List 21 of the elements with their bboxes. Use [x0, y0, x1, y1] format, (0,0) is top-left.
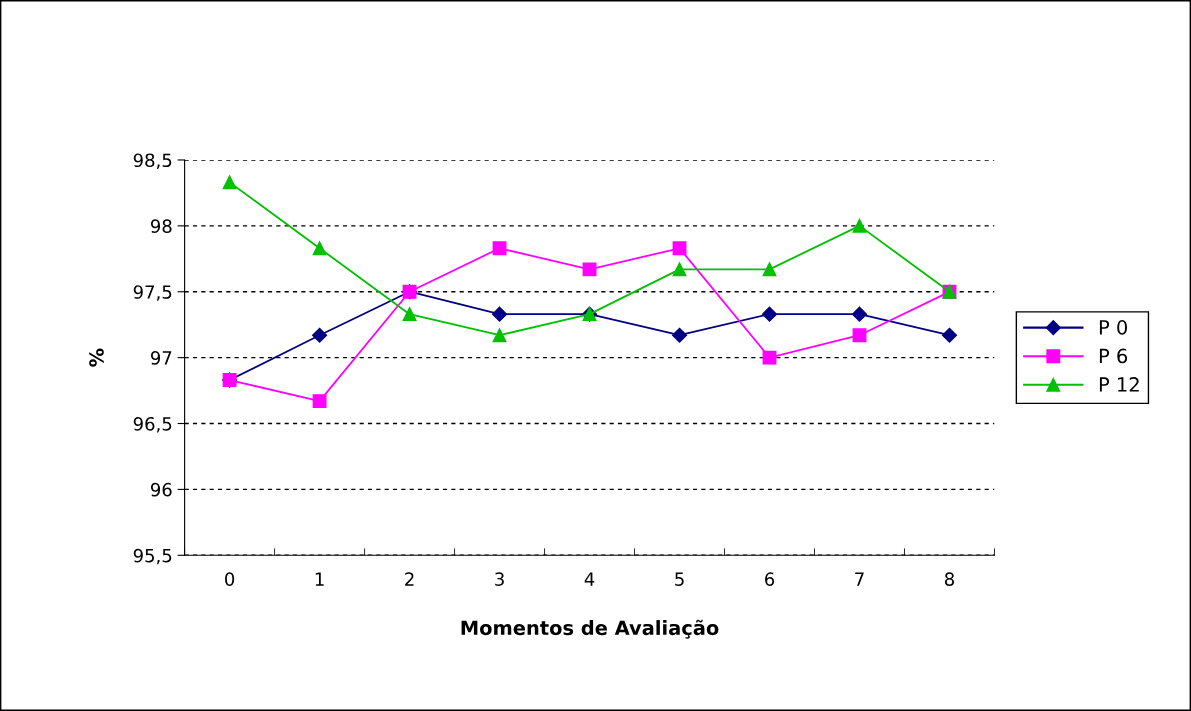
x-tick-label: 0 [225, 572, 235, 586]
y-tick-label: 97,5 [133, 285, 172, 301]
x-tick-label: 1 [315, 572, 324, 586]
legend-label: P 6 [1099, 348, 1128, 364]
x-tick-label: 2 [405, 572, 414, 586]
y-tick-label: 96,5 [133, 416, 172, 433]
y-tick-label: 98 [150, 219, 172, 233]
x-tick-label: 3 [495, 572, 504, 586]
y-tick-label: 95,5 [133, 548, 172, 565]
x-tick-label: 7 [855, 572, 864, 586]
y-axis-title: % [89, 348, 104, 367]
x-tick-label: 6 [765, 572, 775, 586]
legend-label: P 0 [1099, 320, 1128, 335]
x-tick-label: 4 [584, 572, 595, 586]
x-tick-label: 5 [675, 572, 684, 586]
y-tick-label: 97 [150, 351, 172, 365]
y-tick-label: 98,5 [133, 153, 172, 169]
legend-label: P 12 [1099, 377, 1139, 392]
x-tick-label: 8 [944, 572, 954, 586]
x-axis-title: Momentos de Avaliação [461, 619, 719, 639]
y-tick-label: 96 [150, 482, 172, 497]
